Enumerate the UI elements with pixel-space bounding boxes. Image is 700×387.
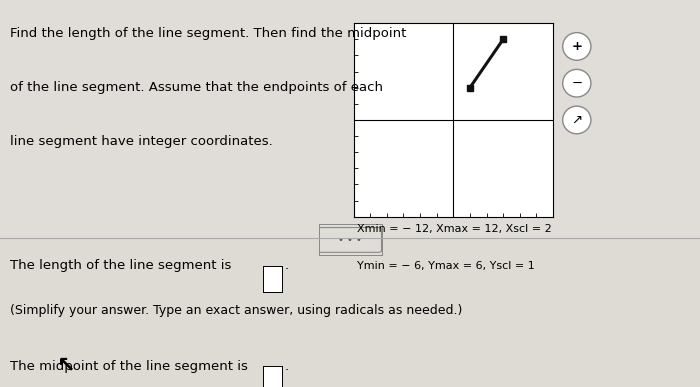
Text: • • •: • • • bbox=[338, 235, 362, 245]
Text: of the line segment. Assume that the endpoints of each: of the line segment. Assume that the end… bbox=[10, 81, 384, 94]
FancyBboxPatch shape bbox=[318, 228, 382, 252]
Text: ↖: ↖ bbox=[57, 356, 76, 376]
Text: The length of the line segment is: The length of the line segment is bbox=[10, 259, 232, 272]
Text: line segment have integer coordinates.: line segment have integer coordinates. bbox=[10, 135, 273, 149]
Text: +: + bbox=[571, 40, 582, 53]
Text: −: − bbox=[571, 77, 582, 90]
Text: (Simplify your answer. Type an exact answer, using radicals as needed.): (Simplify your answer. Type an exact ans… bbox=[10, 304, 463, 317]
Circle shape bbox=[563, 69, 591, 97]
Text: Find the length of the line segment. Then find the midpoint: Find the length of the line segment. The… bbox=[10, 27, 407, 40]
Circle shape bbox=[563, 106, 591, 134]
Circle shape bbox=[563, 33, 591, 60]
Text: .: . bbox=[284, 360, 288, 373]
Text: Xmin = − 12, Xmax = 12, Xscl = 2: Xmin = − 12, Xmax = 12, Xscl = 2 bbox=[357, 224, 552, 235]
Text: .: . bbox=[284, 259, 288, 272]
Text: ↗: ↗ bbox=[571, 113, 582, 127]
Text: Ymin = − 6, Ymax = 6, Yscl = 1: Ymin = − 6, Ymax = 6, Yscl = 1 bbox=[357, 261, 535, 271]
Text: The midpoint of the line segment is: The midpoint of the line segment is bbox=[10, 360, 248, 373]
